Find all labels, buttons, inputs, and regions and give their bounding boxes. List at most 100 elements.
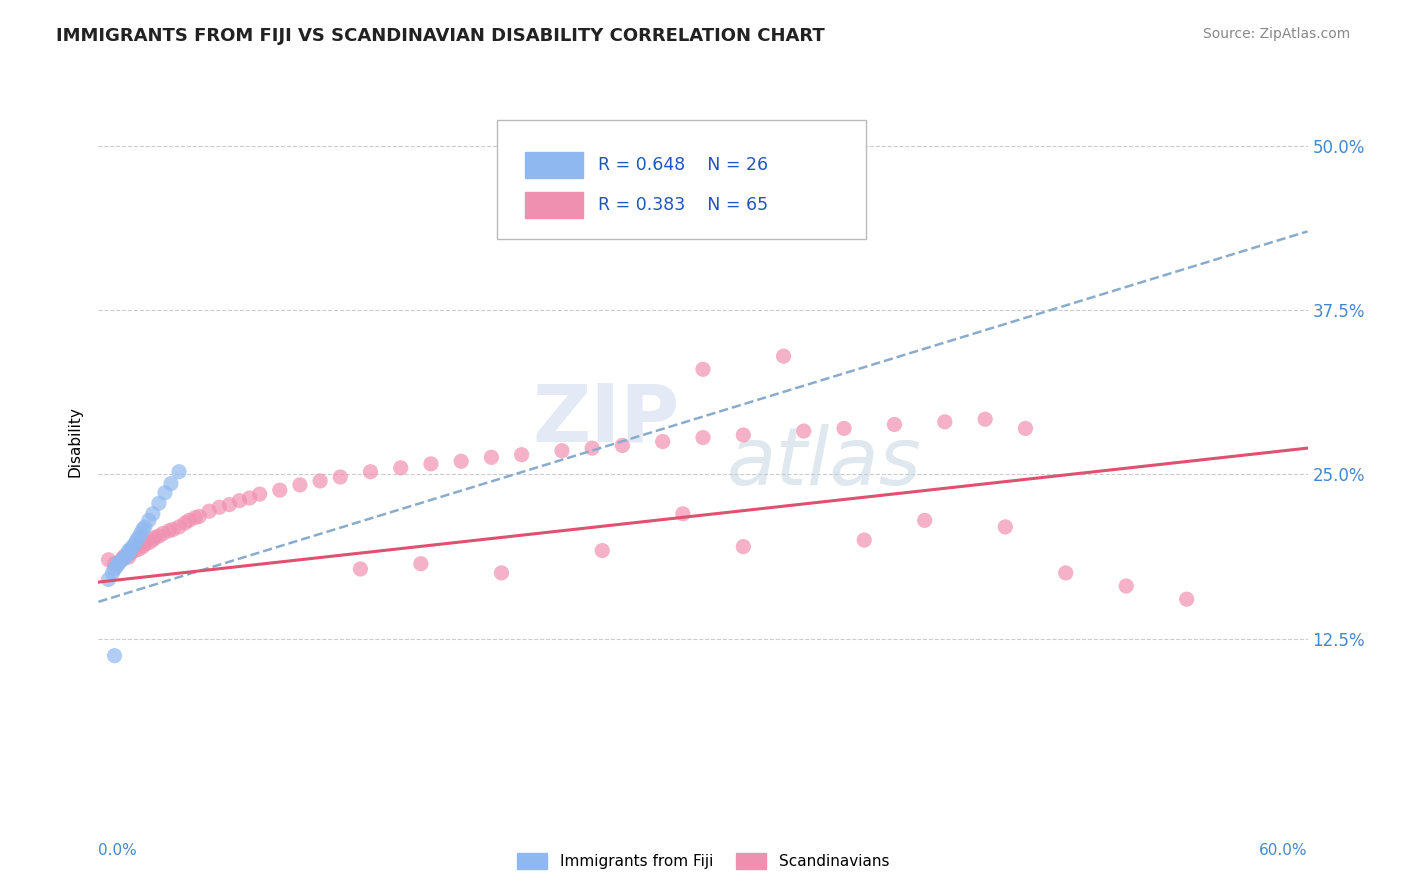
- Point: [1175, 592, 1198, 607]
- Point: [198, 504, 221, 518]
- Point: [551, 443, 574, 458]
- Point: [167, 520, 190, 534]
- Point: [772, 349, 794, 363]
- Point: [103, 648, 125, 663]
- Point: [148, 496, 170, 510]
- Point: [138, 513, 160, 527]
- Point: [581, 441, 603, 455]
- Text: atlas: atlas: [727, 425, 921, 502]
- Point: [142, 507, 165, 521]
- Point: [114, 549, 136, 563]
- Y-axis label: Disability: Disability: [67, 406, 83, 477]
- Point: [832, 421, 855, 435]
- Point: [120, 546, 142, 560]
- Point: [138, 535, 160, 549]
- Point: [651, 434, 673, 449]
- Point: [105, 559, 128, 574]
- Point: [167, 465, 190, 479]
- Point: [143, 531, 166, 545]
- Point: [153, 485, 176, 500]
- Point: [934, 415, 956, 429]
- Point: [793, 424, 815, 438]
- Point: [510, 448, 533, 462]
- Point: [124, 543, 146, 558]
- Point: [692, 362, 714, 376]
- Point: [228, 493, 250, 508]
- Point: [672, 507, 695, 521]
- Text: IMMIGRANTS FROM FIJI VS SCANDINAVIAN DISABILITY CORRELATION CHART: IMMIGRANTS FROM FIJI VS SCANDINAVIAN DIS…: [56, 27, 825, 45]
- Point: [132, 523, 155, 537]
- Point: [288, 478, 311, 492]
- Text: 0.0%: 0.0%: [98, 843, 138, 858]
- Point: [883, 417, 905, 432]
- Point: [134, 537, 156, 551]
- Text: R = 0.648    N = 26: R = 0.648 N = 26: [598, 156, 768, 174]
- Point: [157, 524, 180, 538]
- Bar: [526, 152, 583, 178]
- Point: [111, 553, 134, 567]
- Point: [481, 450, 503, 465]
- Point: [114, 550, 136, 565]
- Point: [188, 509, 211, 524]
- Point: [101, 566, 124, 580]
- Point: [179, 513, 201, 527]
- Point: [309, 474, 332, 488]
- Point: [129, 526, 152, 541]
- Point: [994, 520, 1017, 534]
- Point: [249, 487, 271, 501]
- Point: [97, 573, 120, 587]
- Point: [152, 526, 174, 541]
- Point: [269, 483, 291, 497]
- Point: [239, 491, 262, 505]
- Point: [124, 537, 146, 551]
- Point: [111, 551, 134, 566]
- Legend: Immigrants from Fiji, Scandinavians: Immigrants from Fiji, Scandinavians: [510, 847, 896, 875]
- Point: [121, 540, 143, 554]
- Point: [409, 557, 432, 571]
- Point: [329, 470, 352, 484]
- Point: [612, 438, 634, 452]
- Point: [118, 550, 141, 565]
- Point: [389, 460, 412, 475]
- Point: [692, 431, 714, 445]
- Bar: [526, 193, 583, 219]
- FancyBboxPatch shape: [498, 120, 866, 239]
- Point: [208, 500, 231, 515]
- Point: [349, 562, 371, 576]
- Point: [160, 476, 183, 491]
- Point: [591, 543, 613, 558]
- Point: [733, 428, 755, 442]
- Point: [420, 457, 443, 471]
- Point: [142, 533, 165, 547]
- Point: [733, 540, 755, 554]
- Point: [128, 542, 150, 557]
- Point: [118, 543, 141, 558]
- Point: [218, 498, 240, 512]
- Point: [450, 454, 472, 468]
- Point: [360, 465, 382, 479]
- Point: [914, 513, 936, 527]
- Point: [184, 510, 207, 524]
- Point: [128, 531, 150, 545]
- Text: ZIP: ZIP: [533, 381, 681, 458]
- Point: [97, 553, 120, 567]
- Point: [974, 412, 997, 426]
- Point: [162, 523, 184, 537]
- Text: Source: ZipAtlas.com: Source: ZipAtlas.com: [1202, 27, 1350, 41]
- Point: [491, 566, 513, 580]
- Point: [132, 540, 155, 554]
- Point: [103, 562, 125, 576]
- Point: [174, 516, 197, 530]
- Text: R = 0.383    N = 65: R = 0.383 N = 65: [598, 196, 768, 214]
- Text: 60.0%: 60.0%: [1260, 843, 1308, 858]
- Point: [120, 542, 142, 557]
- Point: [1054, 566, 1077, 580]
- Point: [1115, 579, 1137, 593]
- Point: [118, 546, 141, 560]
- Point: [853, 533, 876, 547]
- Point: [134, 520, 156, 534]
- Point: [148, 529, 170, 543]
- Point: [107, 555, 129, 569]
- Point: [107, 555, 129, 569]
- Point: [115, 549, 138, 563]
